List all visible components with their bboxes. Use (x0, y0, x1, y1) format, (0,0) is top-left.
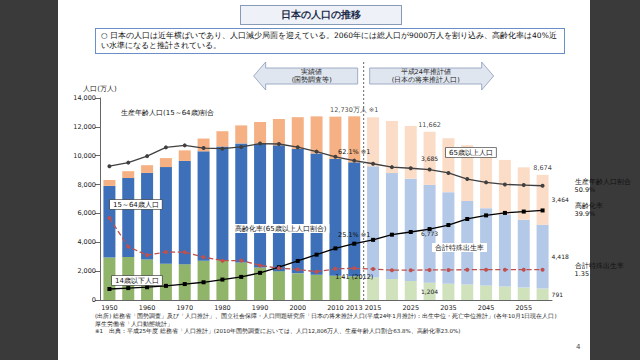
html-text:日本の人口の推移: 日本の人口の推移 (281, 9, 361, 20)
svg-text:人口(万人): 人口(万人) (83, 85, 117, 93)
html-text:(出所) 総務省「国勢調査」及び「人口推計」、国立社会保障・: (出所) 総務省「国勢調査」及び「人口推計」、国立社会保障・人口問題研究所「日本… (95, 313, 557, 319)
svg-text:6,773: 6,773 (421, 230, 438, 237)
svg-text:25.1% ※1: 25.1% ※1 (338, 231, 370, 239)
svg-text:2015: 2015 (365, 304, 382, 312)
html-text:4: 4 (576, 343, 581, 351)
svg-text:62.1% ※1: 62.1% ※1 (338, 148, 370, 156)
svg-text:合計特殊出生率: 合計特殊出生率 (575, 262, 624, 270)
svg-text:高齢化率: 高齢化率 (575, 202, 603, 210)
svg-text:39.9%: 39.9% (575, 210, 596, 218)
svg-text:1950: 1950 (101, 304, 118, 312)
svg-text:0: 0 (92, 296, 96, 304)
svg-text:2055: 2055 (515, 304, 532, 312)
svg-text:3,464: 3,464 (552, 196, 569, 203)
svg-text:791: 791 (552, 291, 564, 298)
svg-text:1990: 1990 (252, 304, 269, 312)
svg-text:11,662: 11,662 (418, 121, 441, 129)
svg-text:4,418: 4,418 (552, 253, 569, 260)
svg-text:14歳以下人口: 14歳以下人口 (115, 277, 159, 285)
svg-text:2,000: 2,000 (77, 267, 96, 275)
svg-text:4,000: 4,000 (77, 238, 96, 246)
svg-text:生産年齢人口(15～64歳)割合: 生産年齢人口(15～64歳)割合 (121, 109, 214, 117)
svg-text:1980: 1980 (214, 304, 231, 312)
svg-text:15～64歳人口: 15～64歳人口 (113, 201, 159, 209)
svg-text:1.35: 1.35 (575, 270, 589, 278)
svg-text:8,674: 8,674 (533, 164, 552, 172)
svg-text:1960: 1960 (139, 304, 156, 312)
svg-text:(国勢調査等): (国勢調査等) (292, 76, 332, 84)
svg-text:12,730万人 ※1: 12,730万人 ※1 (330, 106, 378, 114)
svg-text:3,685: 3,685 (421, 155, 438, 162)
svg-text:2000: 2000 (289, 304, 306, 312)
svg-text:(日本の将来推計人口): (日本の将来推計人口) (392, 76, 460, 84)
svg-text:2013: 2013 (346, 304, 363, 312)
svg-text:65歳以上人口: 65歳以上人口 (449, 149, 493, 157)
html-text:厚生労働省「人口動態統計」: 厚生労働省「人口動態統計」 (95, 320, 173, 327)
svg-text:8,000: 8,000 (77, 181, 96, 189)
svg-text:2010: 2010 (327, 304, 344, 312)
svg-text:6,000: 6,000 (77, 209, 96, 217)
svg-text:2035: 2035 (440, 304, 457, 312)
svg-text:10,000: 10,000 (73, 152, 96, 160)
svg-text:1.41 (2012): 1.41 (2012) (335, 273, 373, 281)
svg-text:平成24年推計値: 平成24年推計値 (401, 68, 451, 76)
svg-text:2045: 2045 (478, 304, 495, 312)
html-text:※1 出典：平成25年度 総務省「人口推計」(2010年国勢: ※1 出典：平成25年度 総務省「人口推計」(2010年国勢調査においては、人口… (95, 328, 461, 334)
svg-text:14,000: 14,000 (73, 94, 96, 102)
svg-text:実績値: 実績値 (301, 68, 322, 76)
svg-text:1,204: 1,204 (421, 288, 438, 295)
svg-text:50.9%: 50.9% (575, 186, 596, 194)
svg-text:2025: 2025 (402, 304, 419, 312)
svg-text:1970: 1970 (176, 304, 193, 312)
html-text:○ 日本の人口は近年横ばいであり、人口減少局面を迎えている。: ○ 日本の人口は近年横ばいであり、人口減少局面を迎えている。2060年には総人口… (101, 31, 557, 50)
svg-text:高齢化率(65歳以上人口割合): 高齢化率(65歳以上人口割合) (235, 225, 327, 233)
svg-text:合計特殊出生率: 合計特殊出生率 (435, 244, 484, 252)
svg-text:12,000: 12,000 (73, 123, 96, 131)
svg-text:生産年齢人口割合: 生産年齢人口割合 (575, 178, 631, 186)
